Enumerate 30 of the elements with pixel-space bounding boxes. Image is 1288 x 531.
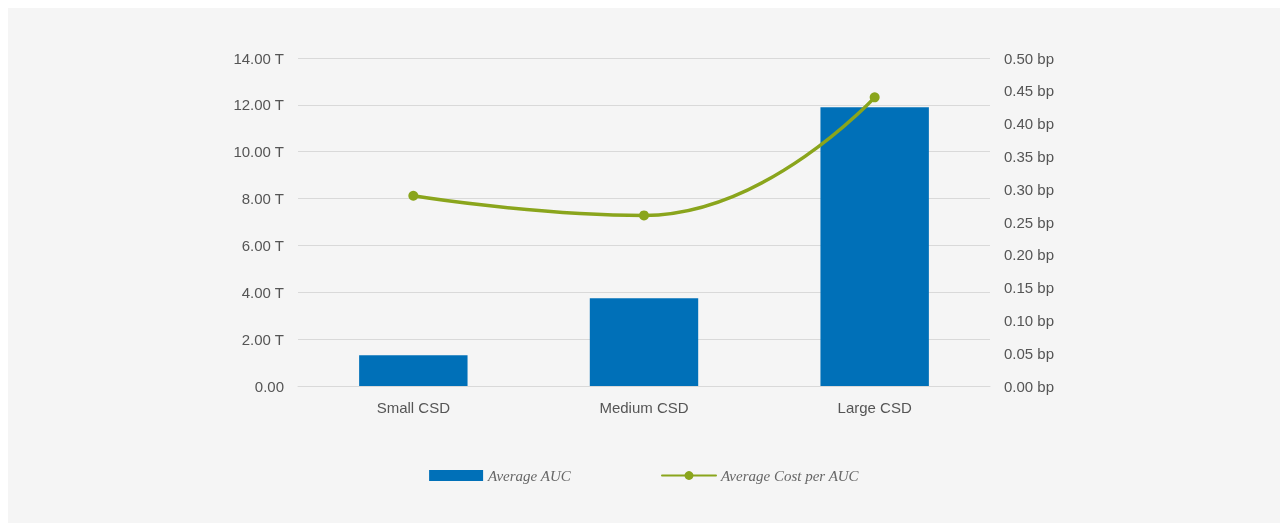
x-tick-label: Large CSD xyxy=(837,399,912,416)
y-tick-label: 10.00 T xyxy=(233,143,284,161)
y-tick-label: 4.00 T xyxy=(241,283,284,301)
bar xyxy=(359,355,468,386)
y2-tick-label: 0.00 bp xyxy=(1004,377,1055,395)
y2-tick-label: 0.25 bp xyxy=(1004,213,1055,231)
y2-tick-label: 0.10 bp xyxy=(1004,311,1055,329)
y2-tick-label: 0.50 bp xyxy=(1004,49,1055,67)
x-tick-label: Small CSD xyxy=(376,399,451,416)
y2-tick-label: 0.30 bp xyxy=(1004,180,1055,198)
legend-label: Average AUC xyxy=(487,467,572,484)
y2-tick-label: 0.15 bp xyxy=(1004,279,1055,297)
y-tick-label: 14.00 T xyxy=(233,49,284,67)
point xyxy=(408,190,419,201)
y2-tick-label: 0.45 bp xyxy=(1004,82,1055,100)
x-tick-label: Medium CSD xyxy=(599,399,689,416)
y2-tick-label: 0.20 bp xyxy=(1004,246,1055,264)
bar xyxy=(589,298,699,386)
y-tick-label: 8.00 T xyxy=(241,190,284,208)
y2-tick-label: 0.35 bp xyxy=(1004,147,1055,165)
y-tick-label: 2.00 T xyxy=(241,330,284,348)
legend-label: Average Cost per AUC xyxy=(720,467,860,484)
y-tick-label: 0.00 xyxy=(254,377,284,395)
point xyxy=(869,92,880,103)
y-tick-label: 12.00 T xyxy=(233,96,284,114)
bar xyxy=(820,107,929,386)
y2-tick-label: 0.40 bp xyxy=(1004,115,1055,133)
y-tick-label: 6.00 T xyxy=(241,236,284,254)
point xyxy=(639,210,649,221)
y2-tick-label: 0.05 bp xyxy=(1004,344,1055,362)
